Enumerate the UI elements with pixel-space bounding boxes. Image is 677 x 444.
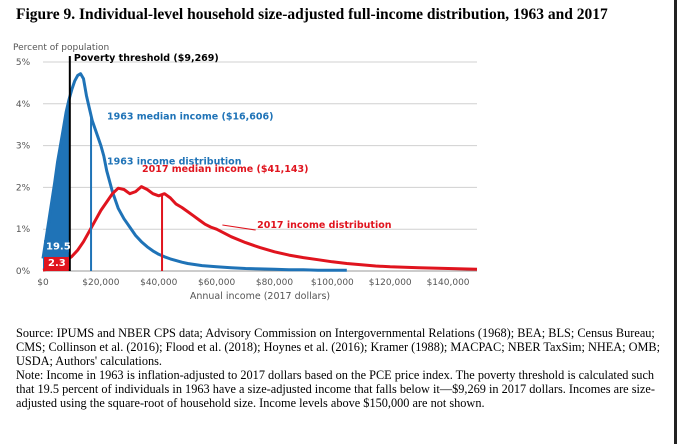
poverty-threshold-label: Poverty threshold ($9,269) (74, 53, 219, 64)
figure-notes: Source: IPUMS and NBER CPS data; Advisor… (16, 326, 666, 411)
below-poverty-2017-value: 2.3 (48, 258, 66, 269)
y-tick-label: 5% (16, 58, 31, 68)
y-tick-label: 2% (16, 183, 31, 193)
y-tick-label: 3% (16, 142, 31, 152)
source-text: Source: IPUMS and NBER CPS data; Advisor… (16, 326, 661, 369)
median-2017-label: 2017 median income ($41,143) (142, 164, 308, 175)
below-poverty-1963-value: 19.5 (46, 241, 71, 252)
x-tick-label: $0 (37, 278, 49, 288)
x-tick-label: $20,000 (82, 278, 119, 288)
median-1963-label: 1963 median income ($16,606) (107, 112, 273, 123)
chart-svg: $0 $20,000 $40,000 $60,000 $80,000 $100,000 $1… (13, 43, 478, 302)
x-tick-label: $100,000 (311, 278, 354, 288)
fill-below-poverty-1963 (43, 96, 70, 271)
y-axis-title: Percent of population (13, 43, 109, 53)
page-edge (674, 0, 677, 444)
figure-title: Figure 9. Individual-level household siz… (16, 6, 608, 23)
note-text: Note: Income in 1963 is inflation-adjust… (16, 368, 655, 411)
chart: $0 $20,000 $40,000 $60,000 $80,000 $100,000 $1… (0, 38, 677, 323)
x-tick-label: $40,000 (140, 278, 177, 288)
x-tick-label: $120,000 (369, 278, 412, 288)
series-line-2017 (42, 185, 478, 272)
x-tick-label: $60,000 (198, 278, 235, 288)
x-tick-label: $80,000 (256, 278, 293, 288)
series-1963-label: 1963 income distribution (107, 156, 242, 167)
y-tick-label: 0% (16, 267, 31, 277)
series-2017-leader (222, 224, 256, 231)
below-poverty-2017-box (44, 256, 69, 269)
y-tick-label: 4% (16, 100, 31, 110)
x-axis-title: Annual income (2017 dollars) (190, 291, 330, 302)
below-poverty-1963-box (44, 240, 69, 253)
y-tick-label: 1% (16, 225, 31, 235)
x-tick-label: $140,000 (427, 278, 470, 288)
series-2017-label: 2017 income distribution (257, 220, 392, 231)
